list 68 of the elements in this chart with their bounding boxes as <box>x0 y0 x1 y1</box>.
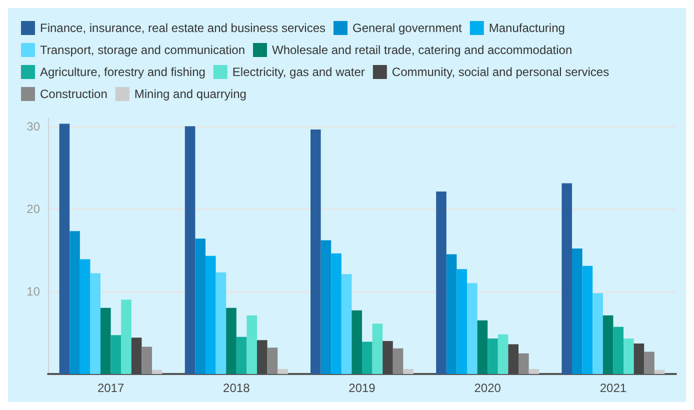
legend-label: Electricity, gas and water <box>232 65 365 79</box>
bar <box>70 231 80 374</box>
bar <box>498 334 508 374</box>
legend-label: Finance, insurance, real estate and business services <box>40 21 326 35</box>
legend-label: Construction <box>40 87 108 101</box>
bar <box>195 238 206 374</box>
legend-label: Transport, storage and communication <box>40 43 245 57</box>
bar <box>59 124 70 374</box>
y-tick-label: 30 <box>26 119 40 134</box>
bar <box>152 370 162 374</box>
bar <box>236 336 247 374</box>
bar <box>518 353 529 374</box>
bar <box>582 266 593 374</box>
bar <box>100 308 111 374</box>
bar <box>184 126 196 374</box>
x-tick-label: 2019 <box>348 381 376 395</box>
bar <box>488 338 498 374</box>
bar <box>644 352 654 374</box>
bar <box>624 338 634 374</box>
bar <box>403 369 414 374</box>
bar <box>320 240 332 374</box>
bar <box>246 315 257 374</box>
bar <box>267 348 278 374</box>
x-tick-label: 2021 <box>600 381 627 395</box>
bar <box>467 283 478 374</box>
legend-label: Mining and quarrying <box>134 87 246 101</box>
bar <box>634 343 644 374</box>
bar <box>572 248 582 374</box>
bar <box>352 310 362 374</box>
bar <box>592 293 603 374</box>
bar <box>206 256 216 374</box>
bar <box>382 340 393 374</box>
bar <box>121 300 132 374</box>
bar <box>602 315 614 374</box>
bar <box>528 369 540 374</box>
bar <box>436 191 446 374</box>
bar <box>226 308 236 374</box>
x-tick-label: 2017 <box>97 381 124 395</box>
x-tick-label: 2020 <box>474 381 502 395</box>
legend-label: Agriculture, forestry and fishing <box>40 65 206 79</box>
y-tick-label: 20 <box>26 202 40 216</box>
bar <box>341 274 352 374</box>
bar <box>372 324 383 374</box>
bar <box>562 183 572 374</box>
bar <box>278 369 288 374</box>
bar <box>131 338 142 374</box>
bar <box>446 254 457 374</box>
bar <box>331 253 342 374</box>
bar <box>257 340 268 374</box>
bar <box>90 273 100 374</box>
bar <box>80 259 90 374</box>
legend-label: Manufacturing <box>488 21 565 35</box>
bar <box>362 342 372 374</box>
bar <box>456 269 467 374</box>
bar <box>142 346 152 374</box>
x-tick-label: 2018 <box>223 381 250 395</box>
legend-label: Wholesale and retail trade, catering and accommodation <box>272 43 572 57</box>
bar <box>310 130 321 374</box>
bar <box>508 344 518 374</box>
bar <box>613 326 624 374</box>
bar <box>216 272 226 374</box>
legend-label: Community, social and personal services <box>392 65 610 79</box>
bar <box>110 335 122 374</box>
legend-label: General government <box>352 21 463 35</box>
bar <box>392 348 404 374</box>
bar <box>477 320 488 374</box>
y-tick-label: 10 <box>26 284 40 298</box>
bar <box>654 370 665 374</box>
